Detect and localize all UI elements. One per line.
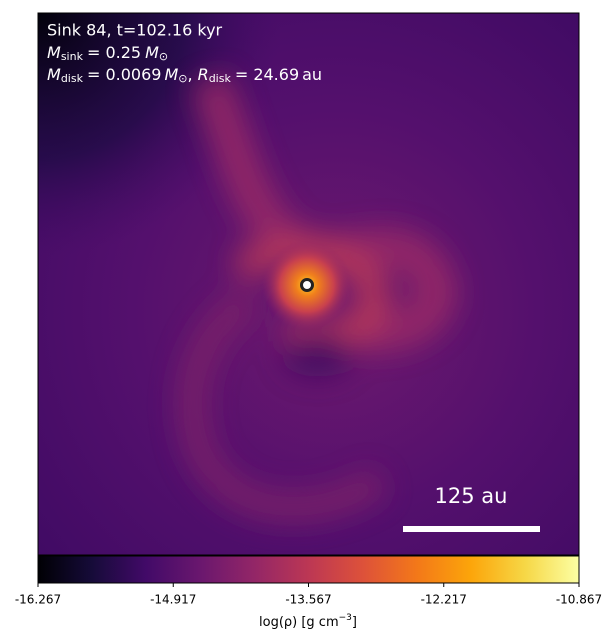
value: = 0.0069 xyxy=(87,65,161,84)
subscript: disk xyxy=(61,72,84,85)
colorbar-label: log(ρ) [g cm−3] xyxy=(259,613,357,630)
value: = 0.25 xyxy=(87,43,141,62)
superscript: −3 xyxy=(339,613,352,623)
tick-label: -12.217 xyxy=(421,593,467,607)
symbol: M xyxy=(47,43,61,62)
map-frame xyxy=(37,12,580,556)
label-close: ] xyxy=(352,615,357,630)
annotation: Mdisk = 0.0069 M⊙, Rdisk = 24.69 au xyxy=(47,65,322,86)
unit: au xyxy=(302,65,322,84)
subscript: ⊙ xyxy=(159,50,168,63)
tick-label: -13.567 xyxy=(285,593,331,607)
subscript: sink xyxy=(61,50,84,63)
annotation: Msink = 0.25 M⊙ xyxy=(47,43,168,64)
symbol: R xyxy=(198,65,209,84)
scale-bar xyxy=(403,526,540,532)
sink-marker xyxy=(300,278,314,292)
symbol: M xyxy=(47,65,61,84)
tick-label: -16.267 xyxy=(15,593,61,607)
value: = 24.69 xyxy=(235,65,299,84)
tick-label: -10.867 xyxy=(556,593,602,607)
unit: M xyxy=(145,43,159,62)
annotation: Sink 84, t=102.16 kyr xyxy=(47,21,223,40)
colorbar xyxy=(37,555,580,584)
tick-label: -14.917 xyxy=(150,593,196,607)
unit: M xyxy=(164,65,178,84)
label-text: log(ρ) [g cm xyxy=(259,615,339,630)
scale-bar-label: 125 au xyxy=(435,484,508,508)
subscript: disk xyxy=(209,72,232,85)
separator: , xyxy=(187,65,192,84)
subscript: ⊙ xyxy=(178,72,187,85)
